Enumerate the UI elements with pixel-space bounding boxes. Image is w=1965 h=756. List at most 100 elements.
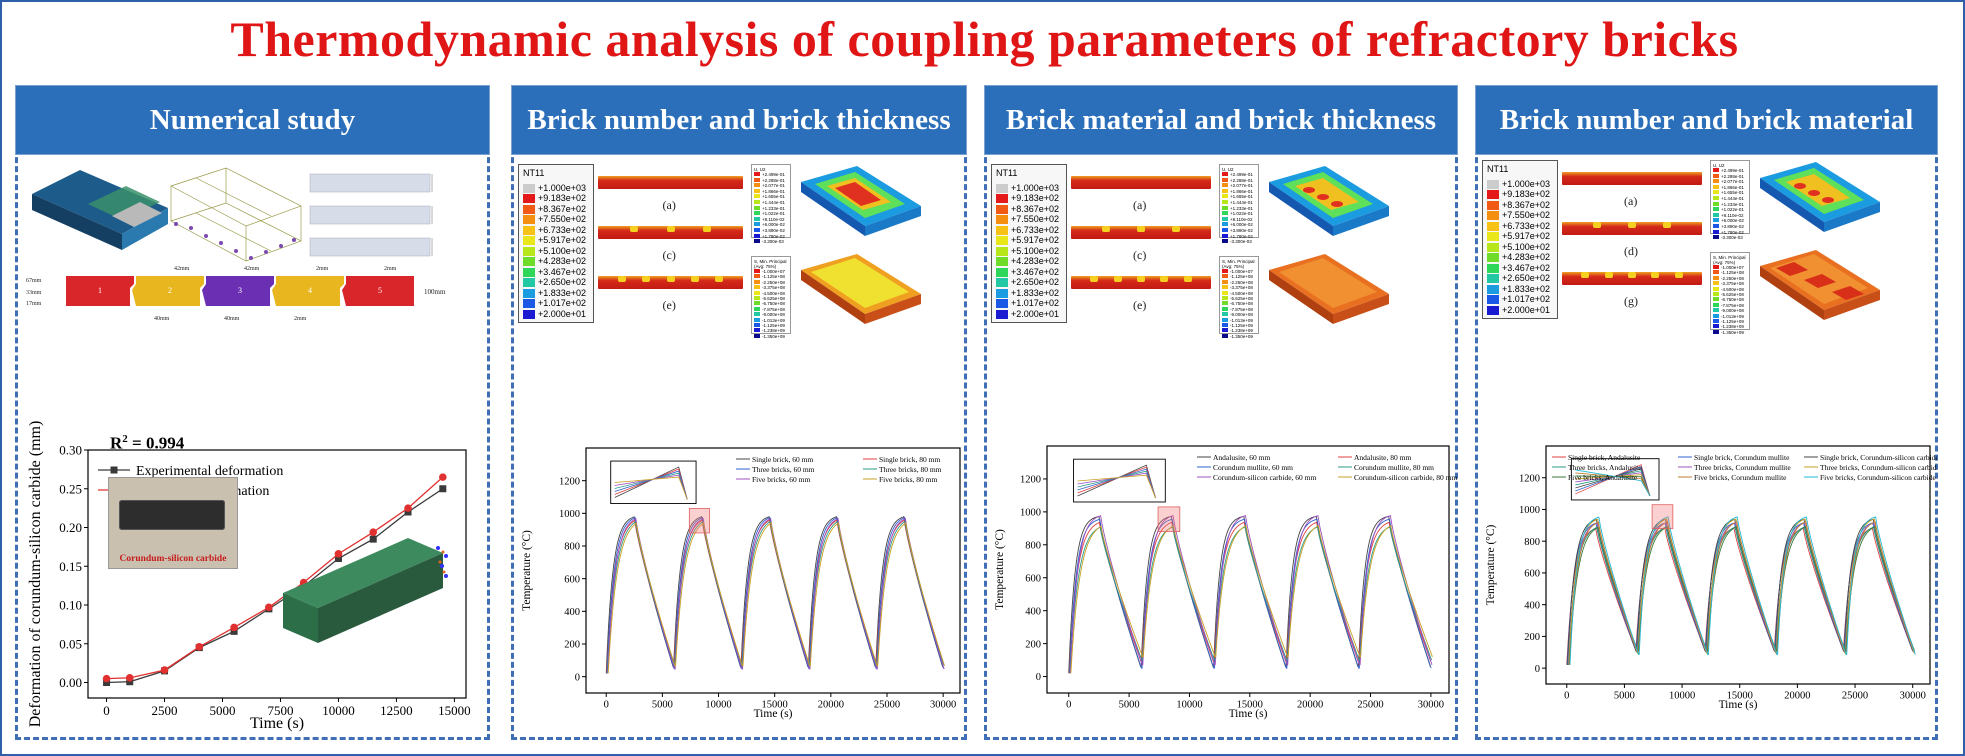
displacement-legend-swatch <box>1713 184 1719 189</box>
displacement-legend-title: U, U2 <box>1713 163 1725 168</box>
displacement-legend-value: +1.022e-01 <box>762 211 785 217</box>
contour-brick-zone <box>1804 274 1836 288</box>
stress-legend-entry: -5.625e+08 <box>1713 292 1747 297</box>
nt11-legend-entry: +5.917e+02 <box>523 235 589 246</box>
displacement-legend-value: +1.022e-01 <box>1721 207 1744 213</box>
displacement-legend-entry: +8.110e-02 <box>1222 216 1256 223</box>
data-point <box>334 550 343 558</box>
displacement-legend-value: +1.866e-01 <box>1230 188 1253 194</box>
stress-legend-entry: -1.125e+09 <box>1222 323 1256 328</box>
stress-legend-value: -1.125e+09 <box>762 323 785 329</box>
nt11-legend-value: +2.000e+01 <box>1502 304 1551 315</box>
fe-bar-joint <box>714 276 723 282</box>
y-tick-label: 400 <box>1025 606 1041 617</box>
stress-legend-entry: -1.350e+09 <box>1713 329 1747 335</box>
displacement-legend-value: +1.655e-01 <box>762 194 785 200</box>
displacement-legend-entry: +1.444e-01 <box>1222 199 1256 206</box>
nt11-legend-entry: +3.467e+02 <box>996 267 1062 278</box>
fe-sub-label: (d) <box>1624 244 1638 258</box>
stress-contour-slab <box>1269 254 1389 324</box>
fe-bar-joint <box>1628 272 1636 278</box>
nt11-legend-value: +7.550e+02 <box>1502 210 1551 220</box>
nt11-legend-swatch <box>1487 211 1499 221</box>
displacement-legend-value: +1.655e-01 <box>1721 190 1744 196</box>
fe-bar <box>1562 172 1702 185</box>
displacement-legend-swatch <box>1222 227 1228 232</box>
stress-legend-value: -9.000e+08 <box>1230 312 1253 318</box>
nt11-legend-entry: +9.183e+02 <box>1487 189 1553 200</box>
stress-legend-swatch <box>1713 313 1719 318</box>
nt11-legend-swatch <box>996 278 1008 288</box>
stress-legend-value: -3.375e+08 <box>1230 285 1253 291</box>
stress-legend-swatch <box>754 269 760 273</box>
stress-legend-swatch <box>754 333 760 338</box>
stress-legend-entry: -3.375e+08 <box>1222 285 1256 290</box>
series-line <box>606 517 944 674</box>
displacement-legend-entry: +6.000e-02 <box>1222 222 1256 228</box>
nt11-legend-swatch <box>996 183 1008 193</box>
displacement-legend-swatch <box>754 177 760 182</box>
x-tick-label: 10000 <box>322 703 355 718</box>
displacement-legend-value: -3.300e-03 <box>1230 239 1252 245</box>
fe-bar <box>598 226 743 239</box>
displacement-legend-swatch <box>754 216 760 221</box>
dim-top-3: 2mm <box>316 266 329 272</box>
brick-5 <box>342 276 414 306</box>
data-point <box>369 528 378 536</box>
nt11-legend-title: NT11 <box>1487 164 1509 174</box>
fe-bar-joint <box>1628 222 1636 228</box>
displacement-legend-value: +3.890e-02 <box>1721 223 1744 229</box>
stress-legend-swatch <box>1713 275 1719 280</box>
displacement-legend-value: +1.233e-01 <box>762 205 785 211</box>
stress-legend-swatch <box>754 274 760 279</box>
displacement-legend-value: +6.000e-02 <box>1230 222 1253 228</box>
displacement-legend-swatch <box>1713 195 1719 200</box>
contour-brick-zone <box>1832 286 1864 300</box>
y-tick-label: 1000 <box>1519 505 1540 516</box>
nt11-legend-value: +9.183e+02 <box>538 193 587 203</box>
stress-legend-value: -1.000e+07 <box>762 269 785 274</box>
y-tick-label: 0.25 <box>59 481 82 496</box>
stress-legend-value: -1.000e+07 <box>1721 265 1744 270</box>
displacement-legend-entry: -3.300e-03 <box>1222 239 1256 245</box>
displacement-legend-swatch <box>754 222 760 227</box>
nt11-legend-swatch <box>996 267 1008 277</box>
x-tick-label: 15000 <box>1237 700 1263 711</box>
zoom-highlight <box>1651 504 1674 529</box>
sample-photo: Corundum-silicon carbide <box>108 477 238 569</box>
displacement-legend-entry: +2.077e-01 <box>1222 183 1256 189</box>
displacement-legend-swatch <box>1713 173 1719 178</box>
y-tick-label: 600 <box>564 574 580 585</box>
nt11-legend-value: +4.283e+02 <box>1502 252 1551 262</box>
nt11-legend-entry: +2.650e+02 <box>523 277 589 288</box>
y-tick-label: 0.05 <box>59 636 82 651</box>
nt11-legend-entry: +5.917e+02 <box>996 235 1062 246</box>
stress-legend-value: -7.875e+08 <box>1230 306 1253 312</box>
displacement-legend-value: +2.077e-01 <box>762 183 785 189</box>
x-tick-label: 10000 <box>1176 700 1202 711</box>
nt11-legend-value: +5.917e+02 <box>1011 235 1060 245</box>
stress-legend-value: -3.375e+08 <box>762 285 785 291</box>
fe-bar-joint <box>1113 276 1122 282</box>
displacement-legend-entry: +2.288e-01 <box>754 177 788 184</box>
displacement-legend-swatch <box>1713 168 1719 172</box>
displacement-legend-swatch <box>1222 199 1228 204</box>
stress-legend-value: -1.125e+08 <box>762 274 785 280</box>
nt11-legend-entry: +3.467e+02 <box>1487 263 1553 274</box>
displacement-legend-entry: +1.780e-02 <box>1222 233 1256 240</box>
stress-legend-value: -1.350e+09 <box>762 333 785 339</box>
fe-bar-joint <box>1160 276 1169 282</box>
nt11-legend-swatch <box>1487 284 1499 294</box>
stress-legend-value: -1.013e+09 <box>1721 313 1744 319</box>
slab-side <box>801 270 865 324</box>
stress-legend-entry: -6.750e+08 <box>1713 297 1747 302</box>
stress-legend-entry: -9.000e+08 <box>754 312 788 317</box>
x-tick-label: 5000 <box>652 700 673 711</box>
stress-legend-swatch <box>1713 286 1719 291</box>
data-point <box>439 485 447 493</box>
nt11-legend-entry: +7.550e+02 <box>996 214 1062 225</box>
nt11-legend-value: +2.650e+02 <box>538 277 587 287</box>
sample-photo-brick <box>119 500 225 530</box>
fe-bar-joint <box>1102 226 1110 232</box>
contour-brick-zone <box>1776 262 1808 276</box>
